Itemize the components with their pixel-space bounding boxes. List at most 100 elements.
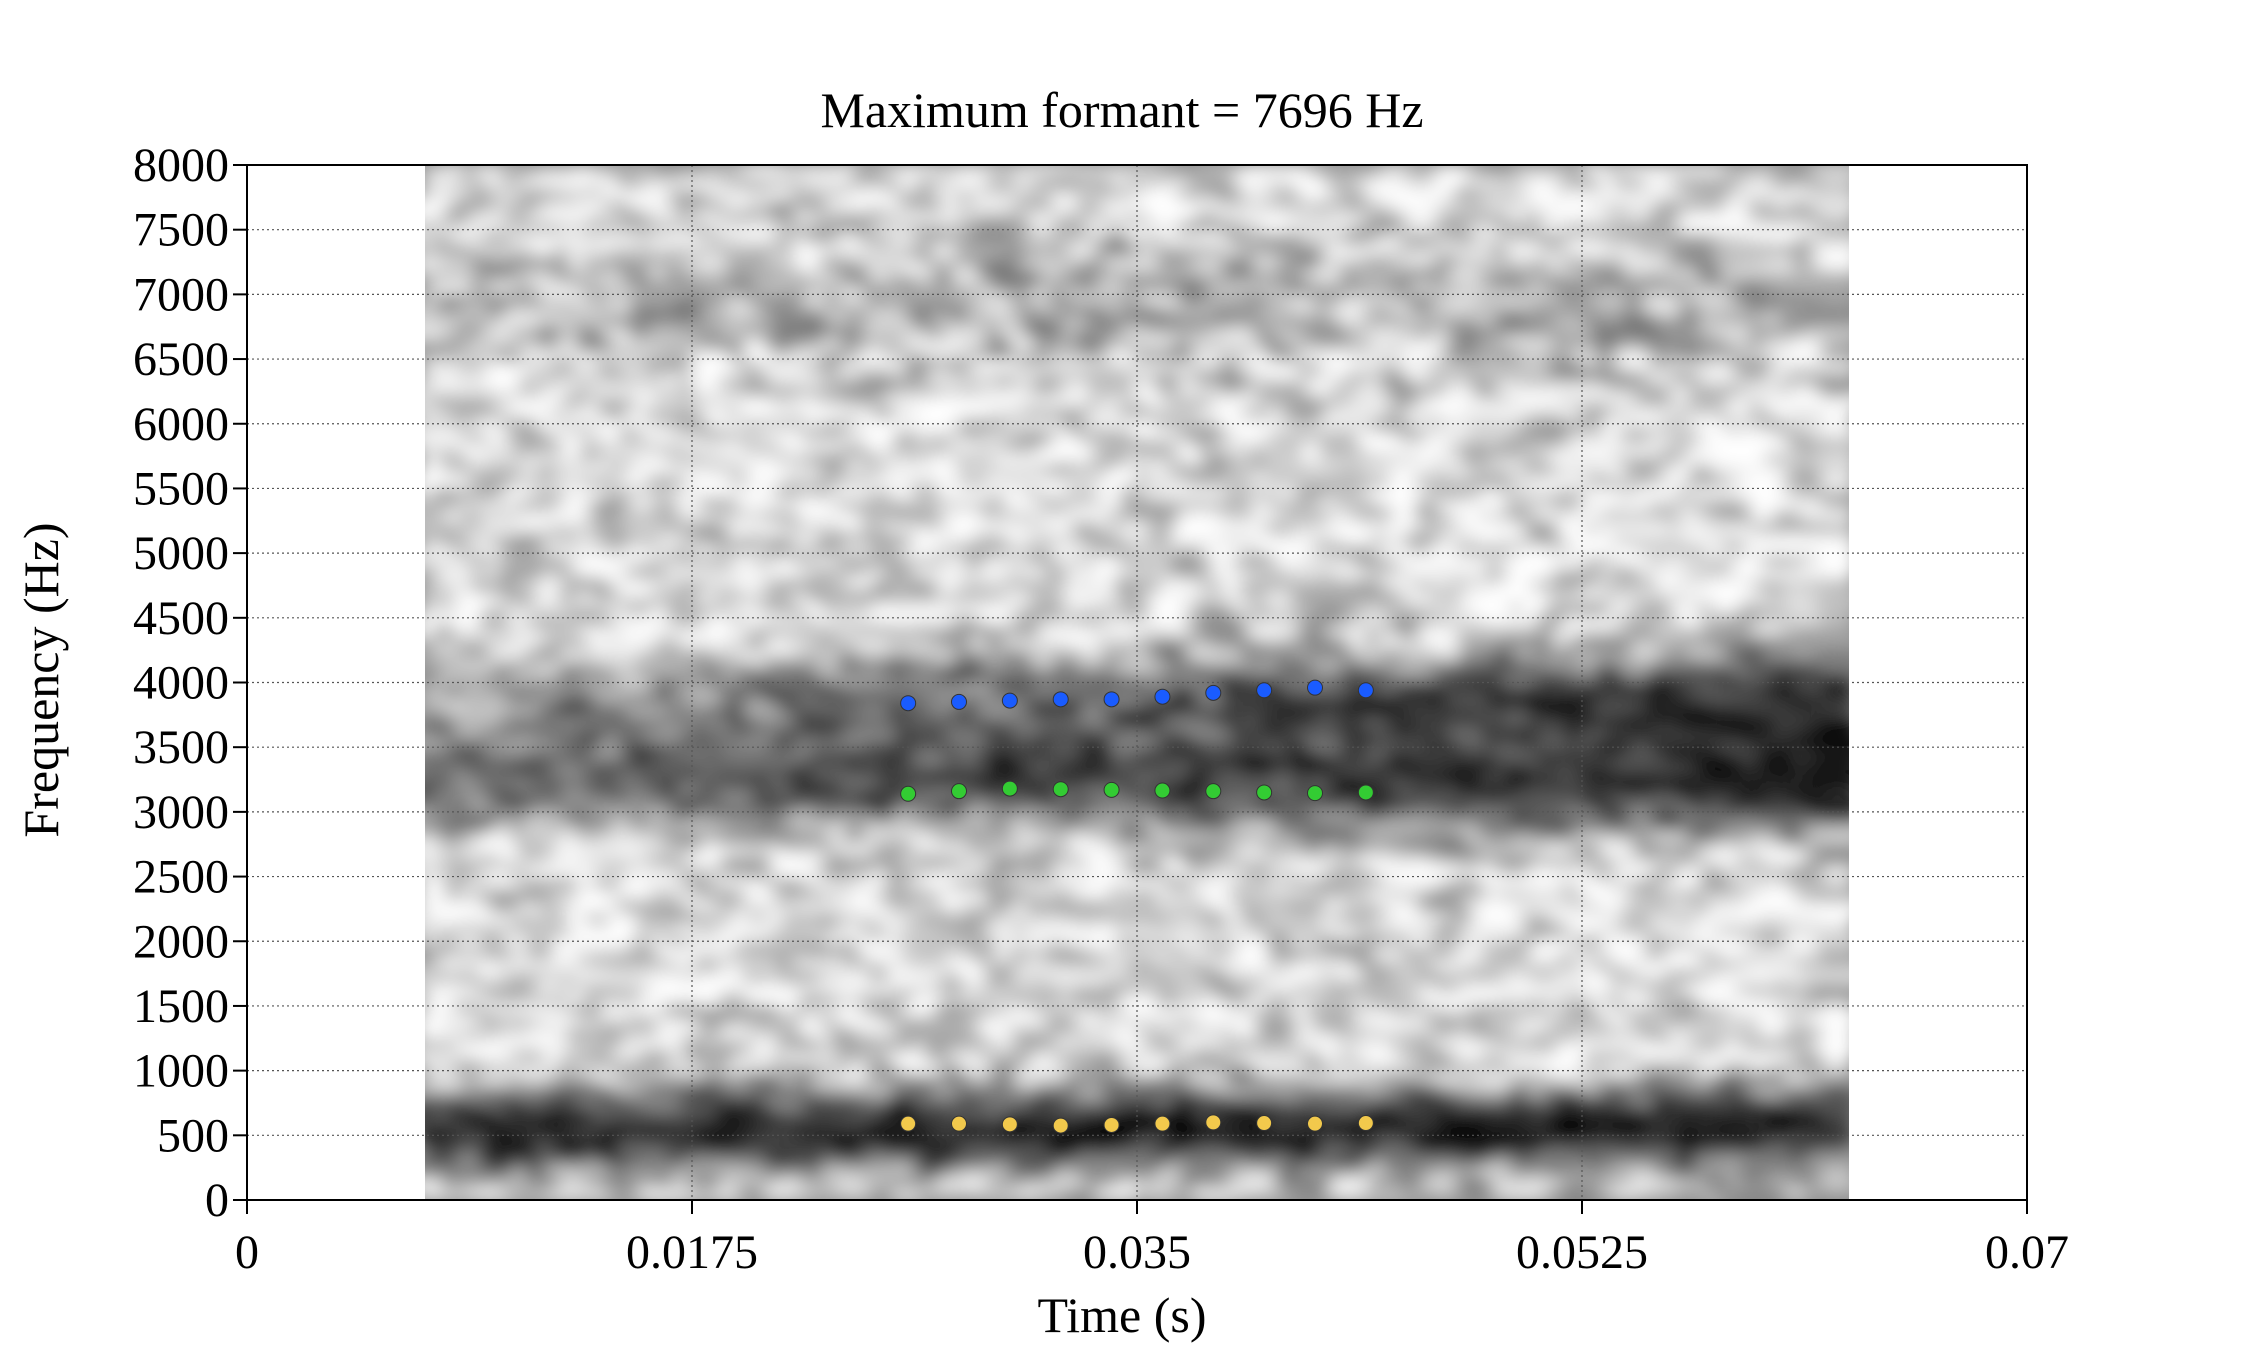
spectrogram-cell bbox=[848, 1059, 880, 1077]
spectrogram-cell bbox=[1561, 613, 1591, 626]
spectrogram-cell bbox=[1346, 335, 1379, 351]
spectrogram-cell bbox=[1578, 312, 1621, 329]
spectrogram-cell bbox=[800, 311, 833, 329]
spectrogram-cell bbox=[1298, 865, 1332, 880]
spectrogram-cell bbox=[1013, 1188, 1047, 1200]
spectrogram-cell bbox=[558, 495, 601, 513]
spectrogram-cell bbox=[655, 392, 694, 410]
spectrogram-cell bbox=[1580, 555, 1619, 568]
spectrogram-cell bbox=[1605, 1059, 1642, 1076]
spectrogram-cell bbox=[1675, 865, 1714, 880]
spectrogram-cell bbox=[626, 716, 675, 730]
spectrogram-cell bbox=[1441, 554, 1473, 570]
spectrogram-cell bbox=[1466, 280, 1496, 292]
spectrogram-cell bbox=[777, 176, 808, 188]
spectrogram-cell bbox=[1652, 820, 1690, 832]
spectrogram-cell bbox=[1345, 371, 1380, 384]
spectrogram-cell bbox=[1390, 738, 1430, 753]
spectrogram-cell bbox=[1110, 1072, 1140, 1087]
spectrogram-texture bbox=[425, 165, 1849, 1200]
spectrogram-cell bbox=[1632, 590, 1663, 602]
chart-title: Maximum formant = 7696 Hz bbox=[820, 82, 1423, 138]
spectrogram-cell bbox=[726, 311, 764, 329]
spectrogram-cell bbox=[563, 748, 595, 766]
spectrogram-cell bbox=[748, 1107, 790, 1121]
spectrogram-cell bbox=[682, 944, 714, 961]
spectrogram-cell bbox=[990, 1073, 1023, 1086]
spectrogram-cell bbox=[1536, 223, 1569, 234]
spectrogram-cell bbox=[1134, 806, 1164, 823]
spectrogram-cell bbox=[1340, 1082, 1385, 1100]
spectrogram-cell bbox=[467, 553, 502, 570]
spectrogram-cell bbox=[1607, 404, 1640, 421]
spectrogram bbox=[425, 165, 1849, 1200]
spectrogram-cell bbox=[892, 278, 931, 294]
spectrogram-cell bbox=[1365, 210, 1408, 224]
spectrogram-cell bbox=[871, 577, 905, 593]
spectrogram-cell bbox=[772, 486, 814, 500]
spectrogram-cell bbox=[1108, 807, 1143, 822]
spectrogram-cell bbox=[1366, 992, 1407, 1006]
spectrogram-cell bbox=[1274, 1165, 1309, 1177]
spectrogram-cell bbox=[847, 911, 881, 926]
spectrogram-cell bbox=[1561, 1049, 1591, 1063]
spectrogram-cell bbox=[701, 820, 743, 833]
spectrogram-cell bbox=[515, 725, 548, 743]
spectrogram-cell bbox=[1318, 438, 1360, 456]
spectrogram-cell bbox=[1655, 888, 1687, 902]
spectrogram-cell bbox=[754, 783, 784, 800]
spectrogram-cell bbox=[680, 438, 716, 456]
spectrogram-cell bbox=[1225, 921, 1263, 939]
spectrogram-cell bbox=[802, 1095, 831, 1110]
spectrogram-cell bbox=[1295, 840, 1335, 858]
spectrogram-cell bbox=[653, 944, 695, 961]
spectrogram-cell bbox=[728, 1013, 763, 1030]
spectrogram-cell bbox=[730, 820, 761, 833]
spectrogram-cell bbox=[541, 1117, 570, 1133]
spectrogram-cell bbox=[966, 912, 1000, 924]
spectrogram-cell bbox=[1630, 645, 1665, 662]
spectrogram-cell bbox=[1106, 751, 1144, 764]
spectrogram-cell bbox=[1062, 165, 1093, 178]
spectrogram-cell bbox=[425, 359, 452, 373]
spectrogram-cell bbox=[1273, 818, 1309, 835]
spectrogram-cell bbox=[564, 487, 594, 499]
spectrogram-cell bbox=[1087, 877, 1116, 890]
spectrogram-cell bbox=[894, 256, 929, 269]
spectrogram-cell bbox=[564, 1050, 594, 1062]
spectrogram-cell bbox=[631, 290, 670, 304]
spectrogram-cell bbox=[963, 946, 1003, 960]
spectrogram-cell bbox=[802, 289, 831, 306]
spectrogram-cell bbox=[1274, 463, 1308, 477]
spectrogram-cell bbox=[469, 257, 499, 269]
spectrogram-cell bbox=[1296, 1176, 1334, 1190]
spectrogram-cell bbox=[658, 864, 690, 881]
spectrogram-cell bbox=[1487, 278, 1522, 293]
spectrogram-cell bbox=[538, 199, 573, 212]
spectrogram-cell bbox=[587, 682, 619, 694]
spectrogram-cell bbox=[727, 507, 764, 525]
spectrogram-cell bbox=[540, 1050, 571, 1062]
spectrogram-cell bbox=[915, 691, 956, 708]
spectrogram-cell bbox=[1085, 854, 1118, 868]
spectrogram-cell bbox=[425, 288, 454, 306]
spectrogram-cell bbox=[1561, 888, 1591, 903]
spectrogram-cell bbox=[962, 852, 1004, 870]
spectrogram-cell bbox=[492, 659, 524, 672]
spectrogram-cell bbox=[483, 599, 533, 617]
spectrogram-cell bbox=[1466, 554, 1496, 570]
spectrogram-cell bbox=[657, 370, 691, 386]
spectrogram-cell bbox=[1109, 842, 1141, 857]
spectrogram-cell bbox=[516, 842, 548, 857]
spectrogram-cell bbox=[442, 290, 479, 304]
spectrogram-cell bbox=[1463, 1038, 1499, 1051]
spectrogram-cell bbox=[848, 980, 880, 995]
spectrogram-cell bbox=[897, 852, 926, 869]
spectrogram-cell bbox=[1039, 912, 1069, 925]
spectrogram-cell bbox=[584, 773, 622, 788]
spectrogram-cell bbox=[1560, 980, 1592, 994]
spectrogram-cell bbox=[1699, 612, 1738, 626]
spectrogram-cell bbox=[1395, 622, 1425, 639]
spectrogram-cell bbox=[937, 795, 981, 812]
spectrogram-cell bbox=[1014, 623, 1046, 639]
